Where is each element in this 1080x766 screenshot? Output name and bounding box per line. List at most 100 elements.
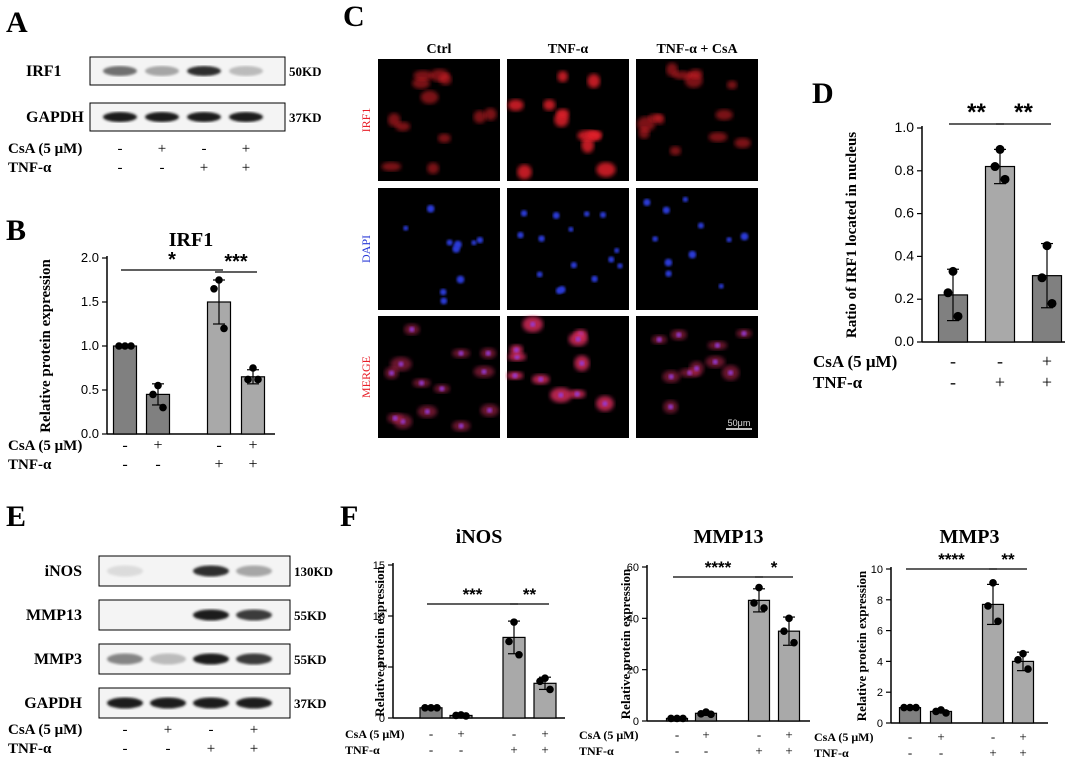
band	[107, 697, 143, 709]
nucleus	[512, 373, 518, 379]
cell	[430, 68, 450, 82]
cell	[427, 162, 440, 174]
micrograph-row-label: MERGE	[359, 356, 373, 398]
data-point	[1024, 665, 1032, 673]
chart-title: IRF1	[169, 229, 213, 251]
cell	[581, 137, 595, 153]
treatment-sign: -	[122, 437, 127, 454]
data-point	[994, 617, 1002, 626]
nucleus	[714, 342, 721, 348]
treatment-sign: -	[950, 372, 956, 392]
y-axis-label: Ratio of IRF1 located in nucleus	[844, 132, 860, 338]
data-point	[244, 375, 252, 384]
y-tick-label: 0	[633, 716, 639, 728]
cell	[543, 99, 556, 111]
treatment-label: CsA (5 μM)	[8, 722, 82, 738]
data-point	[159, 403, 167, 412]
band	[107, 653, 143, 665]
treatment-sign: +	[995, 372, 1005, 392]
treatment-sign: -	[757, 727, 761, 742]
data-point	[127, 342, 135, 350]
nucleus	[727, 370, 734, 376]
cell	[587, 73, 601, 89]
nucleus	[536, 271, 543, 278]
band	[229, 112, 263, 122]
treatment-sign: +	[242, 160, 250, 176]
band	[107, 565, 143, 577]
treatment-sign: +	[785, 727, 792, 742]
treatment-sign: -	[123, 741, 128, 757]
bar-charts: IRF1 Relative protein expression 0.0 0.5 1.0…	[8, 99, 1065, 760]
nucleus	[558, 392, 564, 398]
significance-stars: **	[1014, 99, 1033, 126]
data-point	[210, 285, 218, 293]
band	[150, 653, 186, 665]
treatment-sign: +	[702, 727, 709, 742]
treatment-sign: +	[1042, 351, 1052, 371]
nucleus	[579, 360, 585, 366]
data-point	[760, 604, 768, 612]
data-point	[1047, 298, 1057, 308]
treatment-sign: -	[950, 351, 956, 371]
nucleus	[392, 415, 398, 421]
y-axis-label: Relative protein expression	[854, 570, 869, 721]
treatment-sign: -	[122, 456, 127, 473]
cell	[556, 108, 570, 119]
nucleus	[409, 326, 415, 333]
treatment-sign: -	[675, 743, 679, 758]
cell	[708, 132, 728, 142]
cell	[596, 162, 616, 178]
treatment-sign: +	[242, 141, 250, 157]
micrograph-grid: Ctrl TNF-α TNF-α + CsA IRF1 DAPI MERGE 50μm	[359, 42, 758, 438]
y-tick-label: 60	[627, 562, 639, 574]
cell	[381, 162, 402, 172]
data-point	[121, 342, 129, 350]
treatment-sign: -	[997, 351, 1003, 371]
treatment-sign: -	[429, 726, 433, 741]
chart-f3: MMP3 Relative protein expression 0 2 4 6 8 10 **…	[814, 526, 1048, 760]
treatment-sign: -	[118, 160, 123, 176]
treatment-sign: +	[755, 743, 762, 758]
micrograph-row-label: DAPI	[359, 235, 373, 263]
data-point	[932, 707, 940, 716]
treatment-sign: +	[250, 741, 258, 757]
band	[193, 697, 229, 709]
band	[193, 609, 229, 621]
significance-stars: ***	[224, 251, 248, 273]
band-name-mmp3: MMP3	[34, 651, 82, 668]
micrograph-column-label: TNF-α	[548, 42, 589, 57]
panel-letter-e: E	[6, 500, 26, 533]
treatment-sign: -	[429, 742, 433, 757]
cell	[387, 113, 401, 127]
data-point	[1037, 273, 1047, 283]
treatment-label: CsA (5 μM)	[814, 730, 873, 744]
panel-letter-a: A	[6, 6, 28, 39]
data-point	[989, 579, 997, 587]
band-name-mmp13: MMP13	[26, 607, 82, 624]
treatment-label: TNF-α	[8, 160, 52, 176]
data-point	[942, 709, 950, 717]
data-point	[943, 288, 953, 298]
band	[236, 565, 272, 577]
cell	[638, 127, 650, 139]
y-axis-label: Relative protein expression	[372, 566, 387, 717]
y-tick-label: 1.5	[81, 294, 99, 309]
nucleus	[617, 263, 623, 269]
nucleus	[439, 288, 447, 296]
nucleus	[476, 236, 484, 244]
nucleus	[458, 423, 464, 429]
cell	[395, 121, 411, 132]
nucleus	[664, 258, 673, 267]
panel-letter-f: F	[340, 500, 358, 533]
y-tick-label: 0.6	[895, 205, 915, 221]
nucleus	[513, 347, 520, 353]
band	[145, 112, 179, 122]
y-tick-label: 2.0	[81, 250, 99, 265]
nucleus	[591, 275, 598, 283]
y-tick-label: 20	[627, 665, 639, 677]
band	[187, 66, 221, 76]
nucleus	[458, 350, 464, 356]
data-point	[673, 714, 681, 723]
treatment-sign: +	[785, 743, 792, 758]
band	[187, 112, 221, 122]
